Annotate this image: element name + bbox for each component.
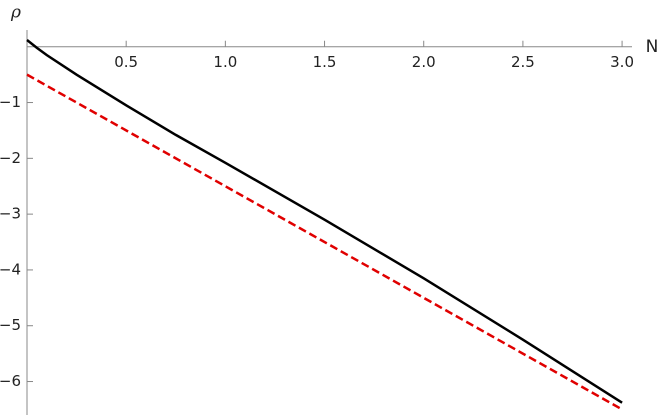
x-axis-label: N [646, 37, 659, 57]
y-tick-label: −3 [0, 205, 21, 223]
x-tick-label: 1.0 [213, 53, 237, 71]
x-tick-label: 3.0 [610, 53, 634, 71]
y-tick-label: −2 [0, 149, 21, 167]
y-tick-label: −1 [0, 93, 21, 111]
x-tick-label: 0.5 [114, 53, 138, 71]
x-tick-label: 2.0 [412, 53, 436, 71]
y-tick-label: −5 [0, 316, 21, 334]
y-tick-label: −6 [0, 372, 21, 390]
x-tick-label: 2.5 [511, 53, 535, 71]
y-tick-label: −4 [0, 260, 21, 278]
y-axis-label: ρ [10, 3, 21, 23]
line [26, 73, 623, 411]
x-tick-label: 1.5 [313, 53, 337, 71]
line [26, 39, 623, 404]
